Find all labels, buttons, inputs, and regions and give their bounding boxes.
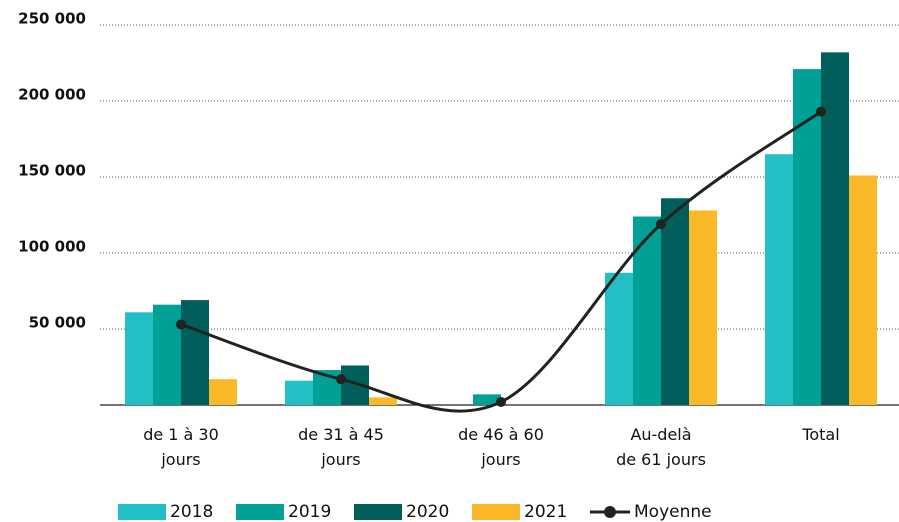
bar	[209, 379, 237, 405]
y-tick-label: 250 000	[18, 10, 86, 28]
bar	[849, 175, 877, 405]
bar	[633, 216, 661, 405]
bar	[689, 210, 717, 405]
x-tick-label: de 1 à 30 jours	[143, 425, 219, 469]
bar	[793, 69, 821, 405]
y-tick-label: 200 000	[18, 86, 86, 104]
legend-swatch	[604, 506, 616, 518]
bar	[605, 272, 633, 405]
legend-label: 2021	[524, 502, 567, 522]
x-tick-label: Au-delà de 61 jours	[616, 425, 706, 469]
bar	[369, 397, 397, 405]
bar	[181, 300, 209, 405]
line-marker	[816, 106, 826, 117]
legend-swatch	[354, 504, 402, 520]
legend-label: 2020	[406, 502, 449, 522]
legend-label: 2019	[288, 502, 331, 522]
bar	[285, 380, 313, 405]
y-tick-label: 100 000	[18, 238, 86, 256]
bar	[153, 304, 181, 405]
bar	[125, 312, 153, 405]
bar	[765, 154, 793, 405]
line-marker	[656, 219, 666, 230]
y-tick-label: 50 000	[29, 314, 86, 332]
line	[180, 110, 822, 413]
line-marker	[496, 396, 506, 407]
line-marker	[336, 374, 346, 385]
x-tick-label: de 46 à 60 jours	[458, 425, 544, 469]
legend-label: Moyenne	[634, 502, 712, 522]
legend-swatch	[118, 504, 166, 520]
bar	[821, 52, 849, 406]
legend-swatch	[236, 504, 284, 520]
y-tick-label: 150 000	[18, 162, 86, 180]
legend-swatch	[472, 504, 520, 520]
x-tick-label: Total	[802, 425, 840, 444]
x-tick-label: de 31 à 45 jours	[298, 425, 384, 469]
line-marker	[176, 319, 186, 330]
bar	[661, 198, 689, 405]
bar	[473, 394, 501, 405]
legend-label: 2018	[170, 502, 213, 522]
